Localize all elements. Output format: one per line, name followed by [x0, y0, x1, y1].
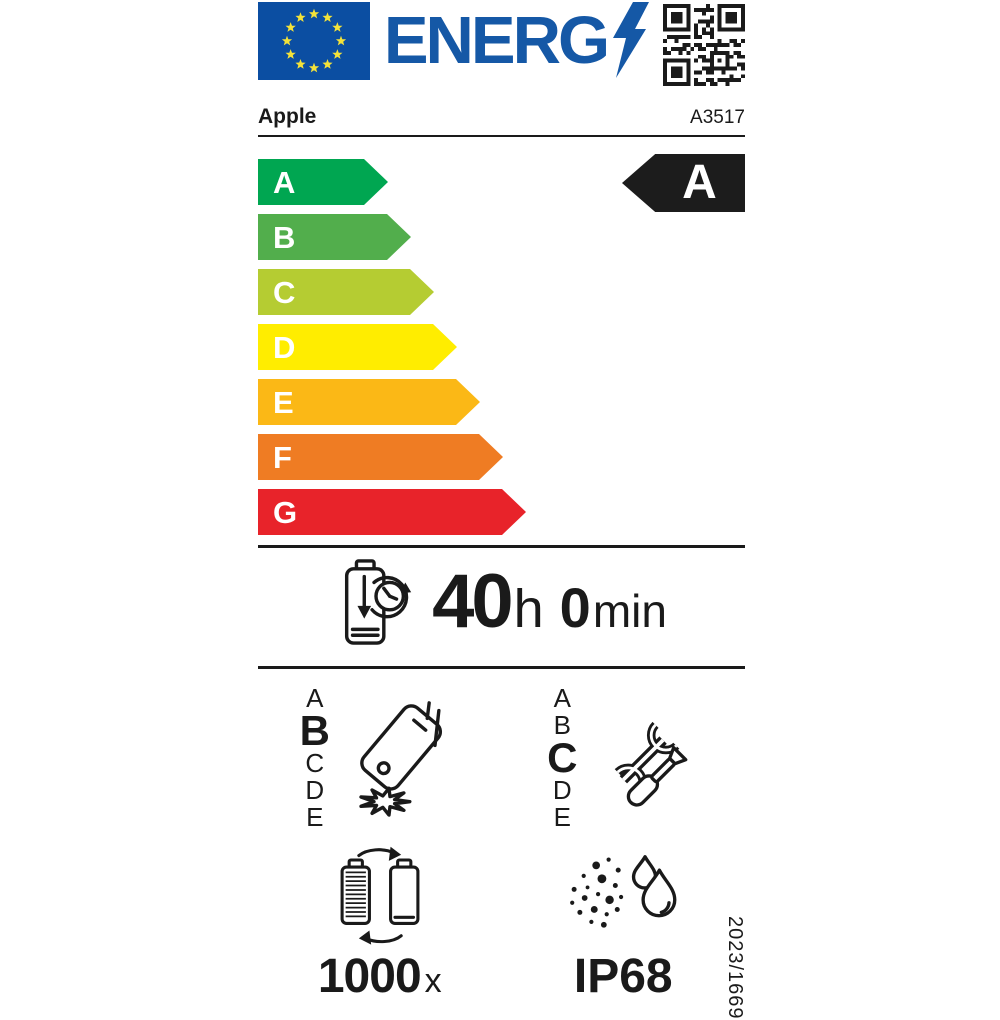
grade-letter: G — [273, 494, 298, 530]
repair-tools-icon — [615, 721, 688, 807]
grade-arrow-f: F — [258, 434, 503, 480]
grade-letter: B — [273, 219, 296, 255]
energy-logo: ENERG — [370, 2, 663, 80]
drop-resistance-grade-d: D — [305, 775, 325, 805]
battery-endurance-section: 1000 x — [258, 845, 502, 1001]
battery-hours: 40 — [432, 559, 514, 644]
model-number: A3517 — [690, 107, 745, 128]
battery-cycles-unit: x — [424, 962, 442, 1000]
repairability-grade-a: A — [553, 683, 571, 713]
ip-rating-caption: IP68 — [574, 953, 673, 1001]
brand-row: Apple A3517 — [258, 105, 745, 137]
grade-arrow-c: C — [258, 269, 434, 315]
divider-bottom — [258, 666, 745, 669]
efficiency-rating-letter: A — [682, 156, 717, 209]
grade-letter: E — [273, 384, 294, 420]
energy-logo-text: ENERG — [383, 3, 610, 78]
grade-arrow-g: G — [258, 489, 526, 535]
battery-cycle-icon — [340, 846, 420, 945]
label-header: ENERG — [258, 2, 745, 88]
battery-life-value: 40 h 0 min — [432, 564, 667, 640]
regulation-number: 2023/1669 — [724, 916, 746, 1020]
drop-resistance-grade-c: C — [305, 748, 325, 778]
repairability-grade-d: D — [552, 775, 572, 805]
battery-cycles-value: 1000 — [317, 950, 422, 1003]
repairability-grade-e: E — [553, 802, 571, 832]
battery-hours-unit: h — [513, 579, 544, 639]
divider-top — [258, 545, 745, 548]
grade-letter: D — [273, 329, 296, 365]
battery-life-section: 40 h 0 min — [258, 548, 745, 657]
repairability-grade-c: C — [547, 734, 578, 781]
grade-arrow-b: B — [258, 214, 411, 260]
grade-letter: F — [273, 439, 292, 475]
lightning-bolt-icon — [613, 2, 650, 78]
grade-row-e: E — [258, 379, 745, 425]
grade-arrow-a: A — [258, 159, 388, 205]
battery-cycle-icon-box — [324, 845, 436, 949]
eu-stars — [281, 8, 347, 73]
qr-code — [663, 4, 745, 86]
bottom-row: 1000 x — [258, 845, 745, 1001]
ingress-protection-section: IP68 — [502, 845, 746, 1001]
grade-row-f: F — [258, 434, 745, 480]
brand-name: Apple — [258, 105, 317, 128]
dust-particles — [570, 857, 624, 928]
grade-arrow-e: E — [258, 379, 480, 425]
battery-cycles-caption: 1000 x — [318, 953, 442, 1001]
repairability-grade-b: B — [553, 710, 571, 740]
grade-letter: C — [273, 274, 296, 310]
grade-row-b: B — [258, 214, 745, 260]
battery-clock-icon — [345, 559, 412, 645]
battery-minutes-unit: min — [592, 585, 667, 637]
grade-letter: A — [273, 164, 296, 200]
drop-resistance-grade-a: A — [306, 683, 324, 713]
dust-water-icon-box — [559, 845, 687, 949]
phone-drop-icon — [359, 701, 442, 817]
grade-row-d: D — [258, 324, 745, 370]
battery-minutes: 0 — [559, 576, 591, 639]
eu-flag — [258, 2, 370, 80]
drop-resistance-grade-b: B — [299, 707, 330, 754]
grade-row-g: G — [258, 489, 745, 535]
ip-rating-value: IP68 — [573, 950, 673, 1003]
dust-water-icon — [570, 855, 677, 928]
grade-arrow-d: D — [258, 324, 457, 370]
grade-row-a: A — [258, 159, 745, 205]
drop-resistance-grade-e: E — [306, 802, 324, 832]
grade-row-c: C — [258, 269, 745, 315]
